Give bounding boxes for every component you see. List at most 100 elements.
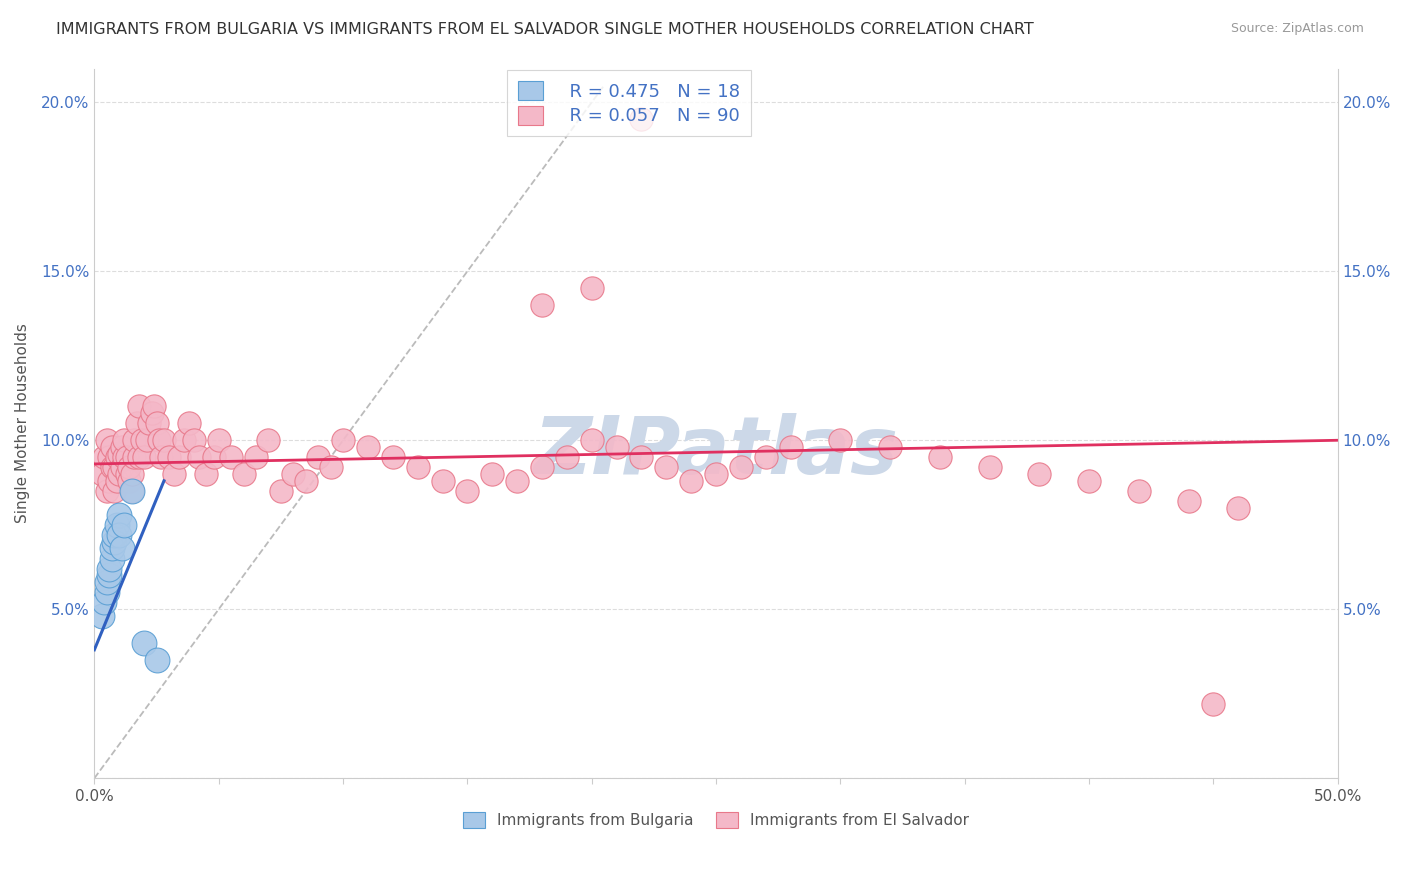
Point bbox=[1028, 467, 1050, 481]
Point bbox=[704, 467, 727, 481]
Point bbox=[150, 450, 173, 465]
Point bbox=[115, 450, 138, 465]
Point bbox=[93, 595, 115, 609]
Point bbox=[195, 467, 218, 481]
Point bbox=[103, 534, 125, 549]
Text: Source: ZipAtlas.com: Source: ZipAtlas.com bbox=[1230, 22, 1364, 36]
Text: ZIPatlas: ZIPatlas bbox=[533, 413, 898, 491]
Point bbox=[163, 467, 186, 481]
Point bbox=[307, 450, 329, 465]
Point bbox=[121, 467, 143, 481]
Point bbox=[98, 450, 121, 465]
Point bbox=[115, 467, 138, 481]
Point bbox=[357, 440, 380, 454]
Point bbox=[730, 460, 752, 475]
Point bbox=[96, 434, 118, 448]
Point bbox=[143, 400, 166, 414]
Point bbox=[128, 450, 150, 465]
Point bbox=[270, 483, 292, 498]
Point bbox=[90, 467, 112, 481]
Point bbox=[125, 417, 148, 431]
Point bbox=[148, 434, 170, 448]
Point bbox=[830, 434, 852, 448]
Point bbox=[332, 434, 354, 448]
Point bbox=[122, 434, 145, 448]
Point bbox=[167, 450, 190, 465]
Point bbox=[481, 467, 503, 481]
Point bbox=[157, 450, 180, 465]
Point bbox=[138, 417, 160, 431]
Point bbox=[1227, 500, 1250, 515]
Point bbox=[118, 474, 141, 488]
Point bbox=[979, 460, 1001, 475]
Point bbox=[105, 474, 128, 488]
Point bbox=[98, 474, 121, 488]
Point bbox=[1078, 474, 1101, 488]
Point bbox=[779, 440, 801, 454]
Point bbox=[183, 434, 205, 448]
Point bbox=[432, 474, 454, 488]
Point bbox=[96, 483, 118, 498]
Point bbox=[98, 568, 121, 582]
Point bbox=[202, 450, 225, 465]
Point bbox=[381, 450, 404, 465]
Point bbox=[132, 450, 155, 465]
Point bbox=[406, 460, 429, 475]
Point bbox=[105, 450, 128, 465]
Point bbox=[96, 575, 118, 590]
Point bbox=[555, 450, 578, 465]
Point bbox=[630, 450, 652, 465]
Point bbox=[131, 434, 153, 448]
Point bbox=[105, 517, 128, 532]
Point bbox=[581, 281, 603, 295]
Point bbox=[141, 406, 163, 420]
Point bbox=[108, 467, 131, 481]
Point bbox=[90, 609, 112, 624]
Point bbox=[153, 434, 176, 448]
Point bbox=[111, 440, 134, 454]
Point bbox=[112, 450, 135, 465]
Point bbox=[100, 551, 122, 566]
Point bbox=[96, 585, 118, 599]
Point bbox=[108, 528, 131, 542]
Point bbox=[100, 440, 122, 454]
Point bbox=[100, 460, 122, 475]
Point bbox=[456, 483, 478, 498]
Point bbox=[128, 400, 150, 414]
Point bbox=[93, 450, 115, 465]
Point bbox=[98, 562, 121, 576]
Point bbox=[319, 460, 342, 475]
Point bbox=[681, 474, 703, 488]
Point bbox=[655, 460, 678, 475]
Point bbox=[145, 417, 167, 431]
Legend: Immigrants from Bulgaria, Immigrants from El Salvador: Immigrants from Bulgaria, Immigrants fro… bbox=[457, 806, 974, 834]
Point bbox=[103, 483, 125, 498]
Y-axis label: Single Mother Households: Single Mother Households bbox=[15, 324, 30, 524]
Point bbox=[1202, 697, 1225, 711]
Point bbox=[245, 450, 267, 465]
Point bbox=[1177, 494, 1199, 508]
Point bbox=[145, 653, 167, 667]
Point bbox=[606, 440, 628, 454]
Point bbox=[530, 298, 553, 312]
Point bbox=[208, 434, 231, 448]
Point bbox=[118, 460, 141, 475]
Point bbox=[173, 434, 195, 448]
Point bbox=[630, 112, 652, 127]
Point bbox=[506, 474, 529, 488]
Point bbox=[232, 467, 254, 481]
Point bbox=[121, 483, 143, 498]
Point bbox=[755, 450, 778, 465]
Point bbox=[108, 447, 131, 461]
Point bbox=[219, 450, 242, 465]
Point bbox=[111, 541, 134, 556]
Point bbox=[257, 434, 280, 448]
Point bbox=[294, 474, 316, 488]
Point bbox=[187, 450, 209, 465]
Point bbox=[879, 440, 901, 454]
Text: IMMIGRANTS FROM BULGARIA VS IMMIGRANTS FROM EL SALVADOR SINGLE MOTHER HOUSEHOLDS: IMMIGRANTS FROM BULGARIA VS IMMIGRANTS F… bbox=[56, 22, 1033, 37]
Point bbox=[177, 417, 200, 431]
Point bbox=[112, 517, 135, 532]
Point bbox=[530, 460, 553, 475]
Point bbox=[928, 450, 950, 465]
